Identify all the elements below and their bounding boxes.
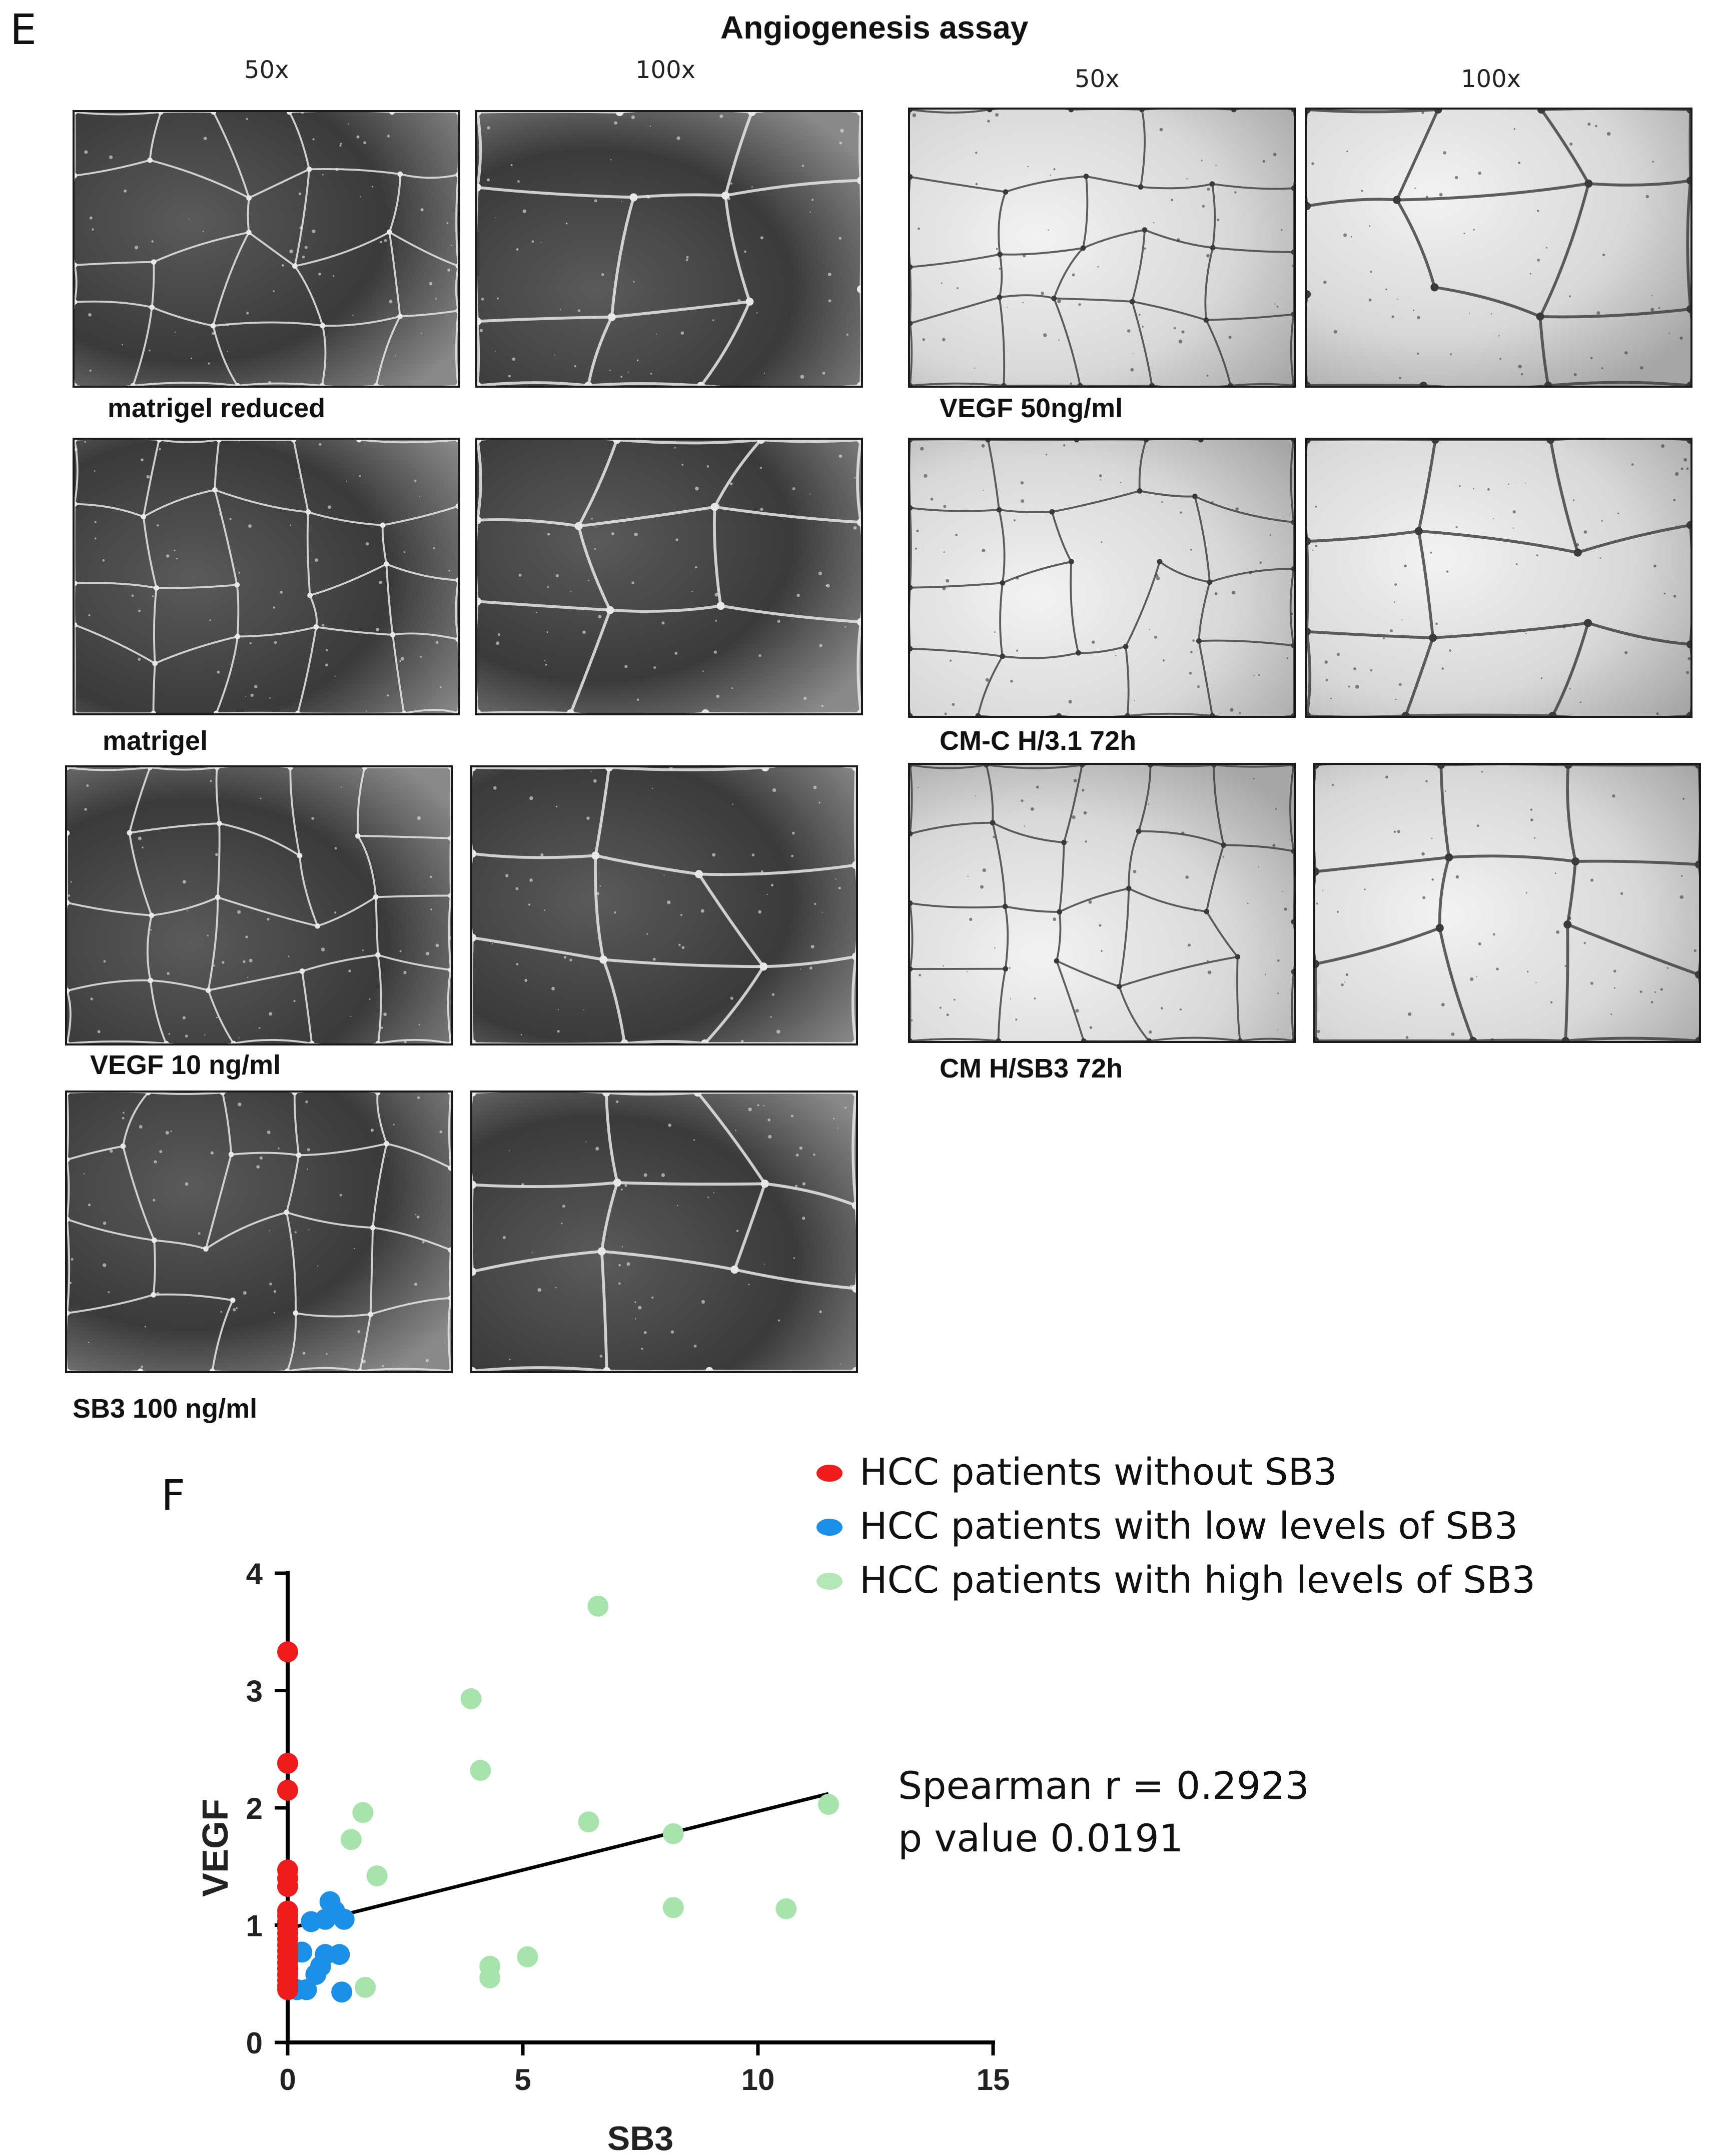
micrograph-matrigel-reduced-50x [73,110,460,388]
point-high-sb3-4 [818,1794,839,1815]
point-without-sb3-5 [277,1876,298,1897]
legend-label-without-sb3: HCC patients without SB3 [860,1451,1337,1494]
x-tick-label-3: 15 [977,2063,1010,2096]
micrograph-vegf-10-50x [65,765,453,1045]
point-low-sb3-11 [296,1979,317,2000]
legend-label-high-sb3: HCC patients with high levels of SB3 [860,1559,1536,1602]
y-axis-title: VEGF [196,1799,236,1897]
y-tick-label-2: 2 [246,1792,263,1825]
point-low-sb3-9 [305,1964,327,1985]
point-high-sb3-7 [662,1823,684,1844]
point-low-sb3-7 [329,1944,350,1965]
condition-label-cm-h-sb3: CM H/SB3 72h [940,1053,1123,1084]
x-tick-label-1: 5 [514,2063,531,2096]
point-high-sb3-14 [355,1976,376,1998]
point-without-sb3-0 [277,1641,298,1663]
micrograph-cm-c-h31-50x [908,438,1296,718]
condition-label-cm-c-h31: CM-C H/3.1 72h [940,726,1137,756]
panel-f-letter: F [161,1471,186,1520]
mag-label-right-100x: 100x [1461,65,1521,93]
panel-e-letter: E [10,5,37,54]
point-high-sb3-5 [340,1829,362,1850]
point-without-sb3-2 [277,1779,298,1801]
micrograph-cm-c-h31-100x [1305,438,1692,718]
point-without-sb3-1 [277,1752,298,1774]
micrograph-matrigel-reduced-100x [475,110,863,388]
y-tick-label-4: 4 [246,1557,263,1591]
condition-label-vegf-50: VEGF 50ng/ml [940,393,1123,423]
condition-label-sb3-100: SB3 100 ng/ml [73,1394,258,1424]
condition-label-matrigel-reduced: matrigel reduced [108,393,326,423]
point-without-sb3-20 [277,1979,298,2000]
panel-e-title: Angiogenesis assay [720,10,1029,46]
point-high-sb3-9 [662,1897,684,1918]
point-low-sb3-3 [333,1908,355,1930]
mag-label-left-50x: 50x [244,56,289,84]
y-tick-label-0: 0 [246,2026,263,2060]
mag-label-right-50x: 50x [1075,65,1120,93]
trend-line [287,1792,829,1930]
point-high-sb3-0 [587,1595,609,1617]
spearman-r: Spearman r = 0.2923 [898,1763,1309,1808]
micrograph-vegf-50-100x [1305,108,1692,388]
point-high-sb3-8 [366,1865,388,1886]
point-low-sb3-12 [331,1981,353,2003]
micrograph-sb3-100-50x [65,1091,453,1373]
point-high-sb3-11 [517,1946,538,1967]
legend-marker-low-sb3 [816,1519,842,1536]
legend-marker-without-sb3 [816,1465,842,1482]
micrograph-matrigel-100x [475,438,863,715]
micrograph-vegf-10-100x [470,765,858,1045]
micrograph-cm-h-sb3-100x [1313,763,1701,1043]
point-high-sb3-1 [460,1688,482,1709]
x-axis-title: SB3 [607,2119,673,2156]
point-high-sb3-2 [470,1760,491,1781]
y-tick-label-3: 3 [246,1675,263,1708]
point-high-sb3-13 [479,1967,501,1988]
point-high-sb3-3 [352,1802,374,1823]
y-tick-label-1: 1 [246,1909,263,1943]
micrograph-cm-h-sb3-50x [908,763,1296,1043]
micrograph-sb3-100-100x [470,1091,858,1373]
point-high-sb3-6 [578,1811,599,1833]
point-high-sb3-10 [775,1898,797,1919]
condition-label-vegf-10: VEGF 10 ng/ml [90,1050,281,1080]
micrograph-matrigel-50x [73,438,460,715]
legend-marker-high-sb3 [816,1573,842,1590]
x-tick-label-0: 0 [279,2063,296,2096]
x-tick-label-2: 10 [741,2063,775,2096]
scatter-plot: 0 1 2 3 4 0 5 10 15 SB3 VEGF [196,1557,1010,2156]
mag-label-left-100x: 100x [635,56,696,84]
legend-label-low-sb3: HCC patients with low levels of SB3 [860,1505,1518,1548]
p-value: p value 0.0191 [898,1816,1184,1860]
micrograph-vegf-50-50x [908,108,1296,388]
point-low-sb3-4 [301,1911,322,1932]
condition-label-matrigel: matrigel [103,726,208,756]
